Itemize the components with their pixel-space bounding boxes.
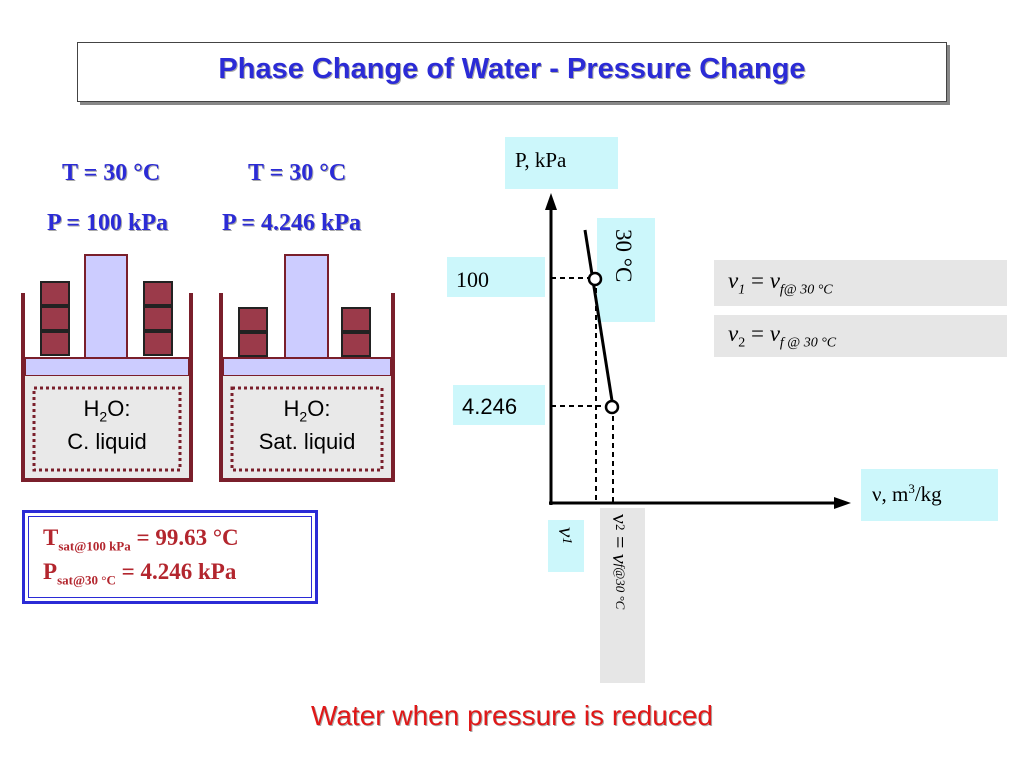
title-box: Phase Change of Water - Pressure Change <box>77 42 947 102</box>
right-phase-label: Sat. liquid <box>258 429 356 455</box>
pressure-low-box <box>453 385 545 425</box>
isotherm-label-box <box>597 218 655 322</box>
equation-1-box <box>714 260 1007 306</box>
y-axis-label: P, kPa <box>515 148 567 172</box>
left-phase-label: C. liquid <box>67 429 147 455</box>
left-pressure-label: P = 100 kPa <box>47 210 169 236</box>
equation-2-box <box>714 315 1007 357</box>
right-temperature-label: T = 30 °C <box>248 160 347 186</box>
left-temperature-label: T = 30 °C <box>62 160 161 186</box>
right-piston-rod <box>284 254 329 359</box>
x-axis-label-box <box>861 469 998 521</box>
right-weights-right <box>341 307 371 357</box>
equation-2: ν2 = νf @ 30 °C <box>728 321 837 351</box>
right-pressure-label: P = 4.246 kPa <box>222 210 362 236</box>
right-weights-left <box>238 307 268 357</box>
saturation-pressure: Psat@30 °C = 4.246 kPa <box>43 559 237 588</box>
pressure-low-label: 4.246 <box>462 394 518 419</box>
y-axis-arrow <box>545 193 557 210</box>
footer-caption: Water when pressure is reduced <box>310 700 714 731</box>
y-axis-label-box <box>505 137 618 189</box>
saturation-temperature: Tsat@100 kPa = 99.63 °C <box>43 525 239 554</box>
isotherm-line <box>583 229 615 408</box>
pressure-high-box <box>447 257 545 297</box>
saturation-box: Tsat@100 kPa = 99.63 °C Psat@30 °C = 4.2… <box>22 510 318 604</box>
right-substance-label: H2O: Sat. liquid <box>258 396 356 455</box>
v1-axis-label: ν1 <box>554 527 579 545</box>
isotherm-label: 30 °C <box>611 229 636 283</box>
x-axis-label: ν, m3/kg <box>872 481 942 506</box>
left-weights-right <box>143 281 173 356</box>
equation-1: ν1 = νf@ 30 °C <box>728 268 833 298</box>
left-substance-label: H2O: C. liquid <box>67 396 147 455</box>
state-1-point <box>587 271 603 287</box>
piston-cylinders <box>21 254 395 482</box>
right-cylinder <box>219 254 395 482</box>
left-cylinder <box>21 254 193 482</box>
left-piston-rod <box>84 254 128 359</box>
pressure-high-label: 100 <box>456 267 489 292</box>
v2-axis-label: ν2 = νf@30 °C <box>608 514 633 610</box>
v2-label-box <box>600 508 645 683</box>
v1-label-box <box>548 520 584 572</box>
page-title: Phase Change of Water - Pressure Change <box>218 53 806 85</box>
left-weights-left <box>40 281 70 356</box>
state-2-point <box>604 399 620 415</box>
x-axis-arrow <box>834 497 851 509</box>
